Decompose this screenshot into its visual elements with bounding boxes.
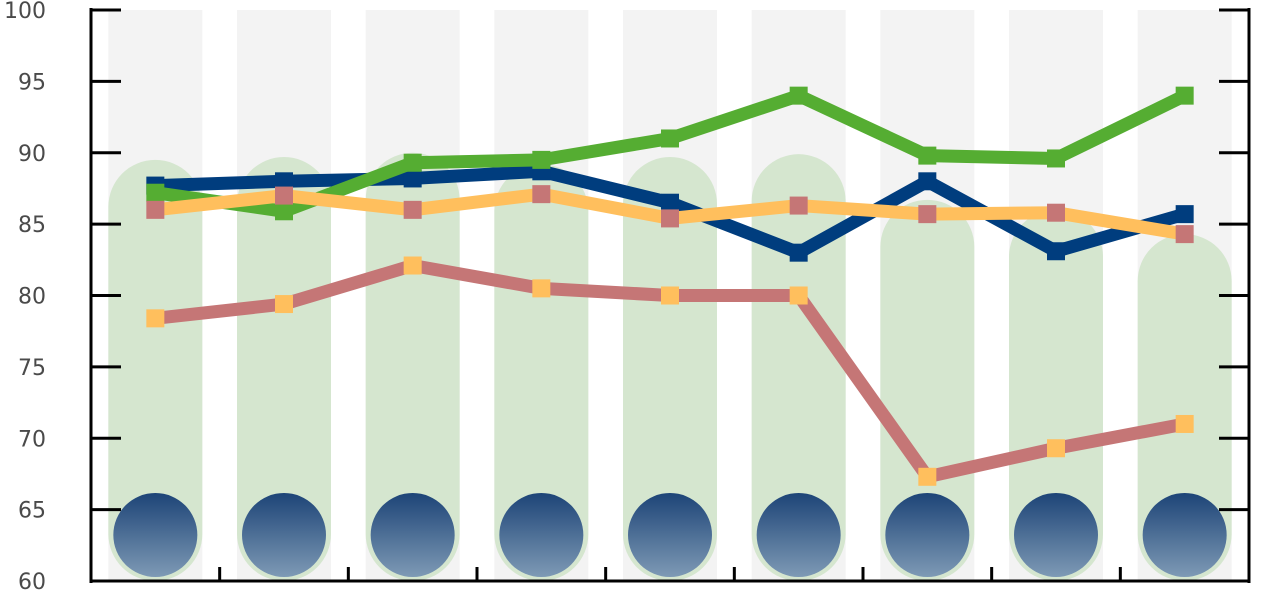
background-pill-8 [1009, 209, 1103, 581]
background-columns [108, 10, 1232, 582]
series-4-point-9 [1175, 414, 1194, 433]
series-4-point-6 [789, 286, 808, 305]
series-2-point-2 [275, 202, 293, 221]
series-3-point-2 [275, 186, 293, 205]
series-2-point-4 [532, 150, 551, 169]
background-pill-7 [880, 199, 975, 582]
y-tick-label: 65 [18, 499, 46, 524]
series-3-point-6 [789, 196, 808, 215]
series-4-point-5 [661, 286, 679, 305]
category-marker-circle-3 [370, 493, 455, 577]
category-marker-circle-4 [499, 493, 584, 577]
series-3-point-8 [1047, 203, 1065, 222]
series-4-point-1 [146, 309, 165, 328]
series-3-point-7 [918, 205, 937, 224]
series-lines [146, 86, 1194, 486]
series-2-point-7 [918, 146, 937, 165]
y-tick-label: 100 [4, 0, 46, 24]
series-1-point-5 [661, 193, 679, 212]
category-marker-circle-6 [756, 493, 841, 577]
background-pill-2 [237, 157, 331, 581]
series-1-point-6 [789, 243, 808, 262]
series-2-point-9 [1175, 86, 1194, 105]
y-tick-label: 95 [18, 70, 46, 95]
series-3-point-5 [661, 209, 679, 228]
category-marker-circle-9 [1142, 493, 1227, 577]
series-2-point-3 [403, 153, 422, 172]
background-pill-1 [108, 159, 203, 581]
series-4-point-3 [403, 256, 422, 275]
series-2-point-1 [146, 183, 165, 202]
background-pill-5 [623, 157, 717, 581]
category-marker-circle-8 [1014, 493, 1098, 577]
series-3-point-3 [403, 200, 422, 219]
y-tick-label: 70 [18, 427, 46, 452]
series-1-point-2 [275, 172, 293, 191]
series-4-point-4 [532, 279, 551, 298]
category-marker-circle-1 [113, 493, 198, 577]
y-tick-label: 85 [18, 213, 46, 238]
series-1-point-8 [1047, 242, 1065, 261]
y-tick-labels: 60 65 70 75 80 85 90 95 100 [4, 0, 46, 595]
series-3-point-1 [146, 200, 165, 219]
y-tick-label: 80 [18, 285, 46, 310]
y-tick-label: 75 [18, 356, 46, 381]
series-2-point-8 [1047, 149, 1065, 168]
y-tick-label: 60 [18, 570, 46, 595]
series-1-point-9 [1175, 205, 1194, 224]
background-pill-3 [365, 152, 460, 581]
series-1-point-7 [918, 172, 937, 191]
background-pill-9 [1137, 234, 1232, 581]
series-3-point-4 [532, 185, 551, 204]
y-tick-label: 90 [18, 142, 46, 167]
category-marker-circle-5 [628, 493, 712, 577]
category-marker-circle-7 [885, 493, 970, 577]
category-marker-circle-2 [242, 493, 326, 577]
background-pill-6 [751, 154, 846, 582]
series-4-point-2 [275, 295, 293, 314]
axes [89, 8, 1251, 583]
series-3-point-9 [1175, 225, 1194, 244]
background-pill-4 [494, 164, 589, 582]
series-2-point-5 [661, 129, 679, 148]
series-4-point-8 [1047, 439, 1065, 458]
series-1-point-3 [403, 169, 422, 188]
series-2-point-6 [789, 86, 808, 105]
series-4-point-7 [918, 467, 937, 486]
